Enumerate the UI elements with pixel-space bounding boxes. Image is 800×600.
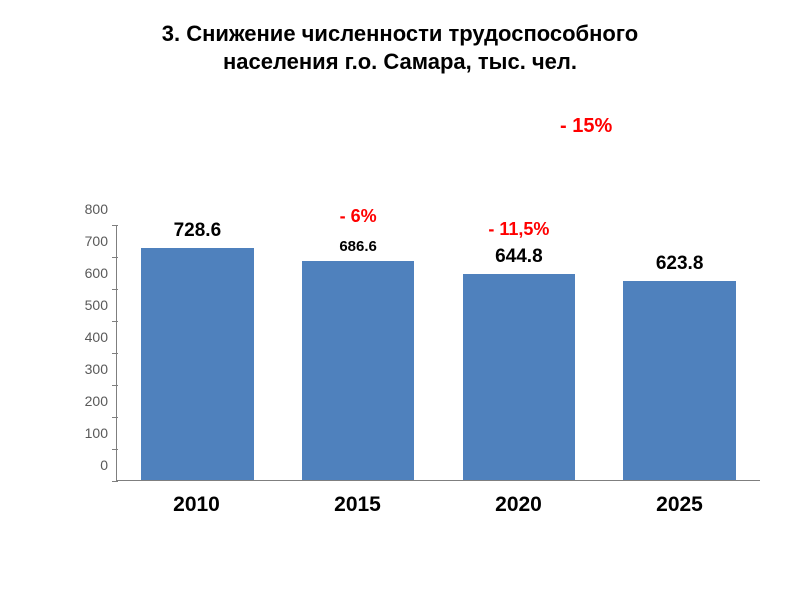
chart-title: 3. Снижение численности трудоспособного … <box>40 20 760 75</box>
chart-slide: 3. Снижение численности трудоспособного … <box>0 0 800 600</box>
bar-value-label: 644.8 <box>429 246 609 268</box>
bar: 623.8 <box>623 281 736 480</box>
bar: 686.6- 6% <box>302 261 415 480</box>
plot-area: 728.6 686.6- 6% 644.8- 11,5% 623.8 <box>116 225 760 481</box>
x-axis-label: 2010 <box>116 485 277 525</box>
y-tick-label: 600 <box>85 265 108 281</box>
chart-title-line1: 3. Снижение численности трудоспособного <box>40 20 760 48</box>
y-tick-label: 300 <box>85 361 108 377</box>
y-tick-label: 800 <box>85 201 108 217</box>
x-axis-label: 2020 <box>438 485 599 525</box>
bar-percent-label: - 11,5% <box>429 219 609 240</box>
y-axis: 0100200300400500600700800 <box>60 225 114 481</box>
bar: 728.6 <box>141 248 254 480</box>
y-tick-label: 400 <box>85 329 108 345</box>
y-tick-label: 500 <box>85 297 108 313</box>
x-axis-labels: 2010201520202025 <box>116 485 760 525</box>
bar-value-label: 686.6 <box>268 238 448 255</box>
bar-slot: 728.6 <box>117 225 278 480</box>
bar-value-label: 728.6 <box>107 220 287 242</box>
y-tick-label: 0 <box>100 457 108 473</box>
y-tick-label: 200 <box>85 393 108 409</box>
chart-title-line2: населения г.о. Самара, тыс. чел. <box>40 48 760 76</box>
bar-value-label: 623.8 <box>590 253 770 275</box>
x-axis-label: 2025 <box>599 485 760 525</box>
bar-percent-label: - 6% <box>268 206 448 227</box>
x-axis-label: 2015 <box>277 485 438 525</box>
bar-slot: 686.6- 6% <box>278 225 439 480</box>
bar: 644.8- 11,5% <box>463 274 576 480</box>
bar-slot: 644.8- 11,5% <box>439 225 600 480</box>
y-tick-label: 700 <box>85 233 108 249</box>
bar-slot: 623.8 <box>599 225 760 480</box>
top-percent-label: - 15% <box>560 115 612 138</box>
y-tick-label: 100 <box>85 425 108 441</box>
bar-chart: 0100200300400500600700800 728.6686.6- 6%… <box>60 225 760 525</box>
